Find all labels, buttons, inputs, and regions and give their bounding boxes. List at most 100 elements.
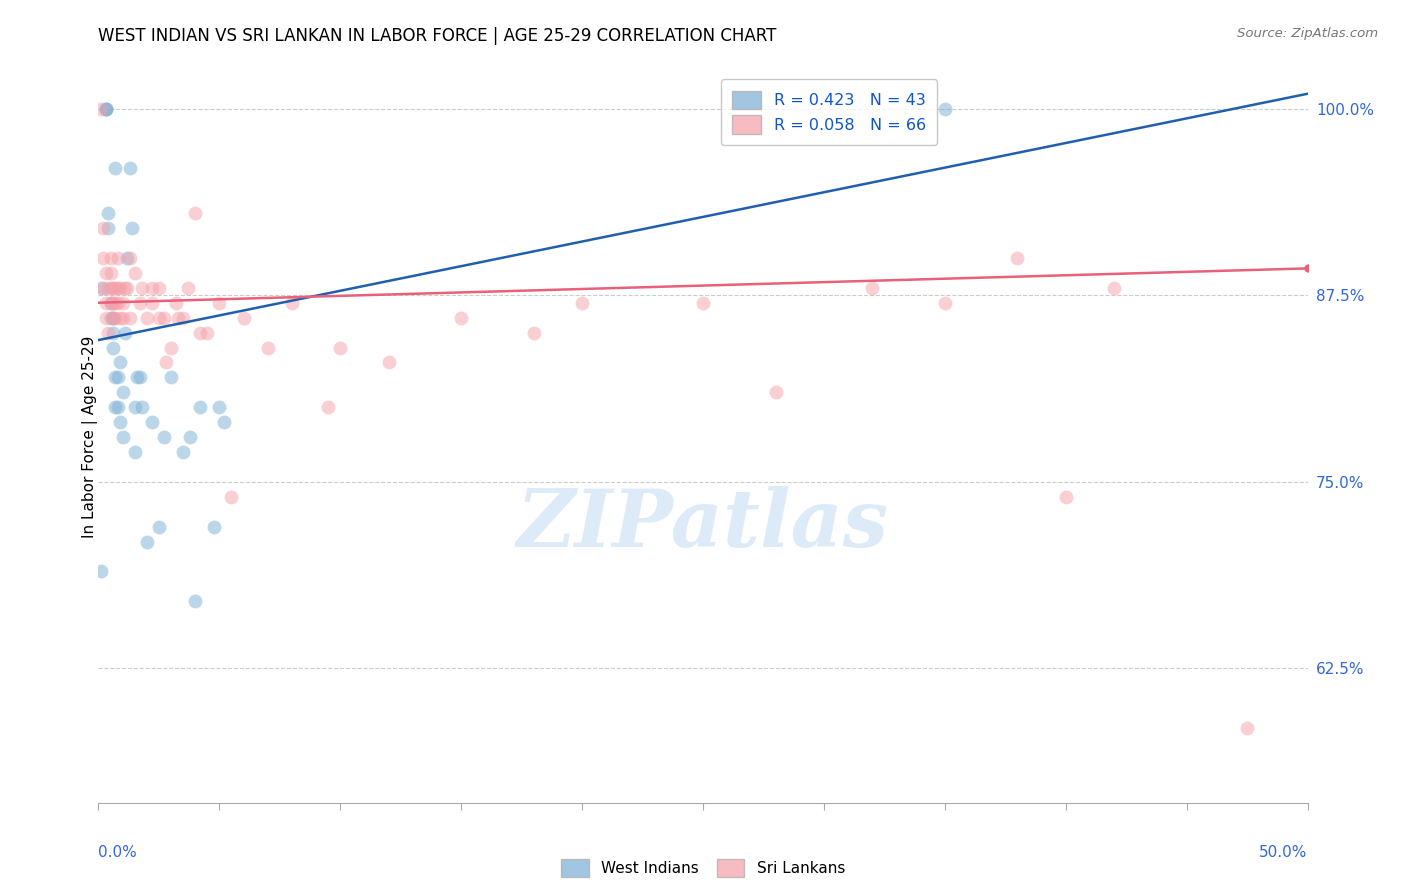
Point bbox=[148, 281, 170, 295]
Point bbox=[108, 415, 131, 429]
Point bbox=[135, 310, 157, 325]
Point bbox=[256, 341, 278, 355]
Point bbox=[141, 295, 163, 310]
Point bbox=[94, 102, 117, 116]
Y-axis label: In Labor Force | Age 25-29: In Labor Force | Age 25-29 bbox=[82, 336, 98, 538]
Point bbox=[188, 326, 211, 340]
Text: ZIPatlas: ZIPatlas bbox=[517, 486, 889, 564]
Text: Source: ZipAtlas.com: Source: ZipAtlas.com bbox=[1237, 27, 1378, 40]
Point bbox=[108, 355, 131, 369]
Point bbox=[124, 266, 146, 280]
Point bbox=[111, 430, 134, 444]
Point bbox=[179, 430, 201, 444]
Point bbox=[188, 401, 211, 415]
Point bbox=[232, 310, 254, 325]
Point bbox=[104, 295, 127, 310]
Point bbox=[152, 430, 174, 444]
Point bbox=[94, 266, 117, 280]
Point bbox=[523, 326, 546, 340]
Point bbox=[94, 102, 117, 116]
Point bbox=[90, 565, 112, 579]
Point bbox=[1236, 721, 1258, 735]
Point bbox=[97, 221, 120, 235]
Point bbox=[108, 310, 131, 325]
Point bbox=[111, 295, 134, 310]
Point bbox=[107, 401, 129, 415]
Point bbox=[934, 295, 956, 310]
Point bbox=[91, 221, 114, 235]
Point bbox=[100, 310, 122, 325]
Point bbox=[117, 281, 139, 295]
Point bbox=[107, 281, 129, 295]
Point bbox=[1102, 281, 1125, 295]
Point bbox=[97, 281, 120, 295]
Point bbox=[101, 310, 124, 325]
Point bbox=[195, 326, 218, 340]
Point bbox=[91, 251, 114, 265]
Point bbox=[692, 295, 714, 310]
Point bbox=[107, 295, 129, 310]
Point bbox=[128, 295, 150, 310]
Point bbox=[104, 281, 127, 295]
Point bbox=[94, 310, 117, 325]
Point bbox=[141, 415, 163, 429]
Point bbox=[128, 370, 150, 384]
Point bbox=[118, 161, 141, 176]
Point bbox=[135, 534, 157, 549]
Point bbox=[184, 206, 207, 220]
Point bbox=[160, 370, 183, 384]
Point bbox=[124, 445, 146, 459]
Legend: West Indians, Sri Lankans: West Indians, Sri Lankans bbox=[555, 853, 851, 883]
Text: WEST INDIAN VS SRI LANKAN IN LABOR FORCE | AGE 25-29 CORRELATION CHART: WEST INDIAN VS SRI LANKAN IN LABOR FORCE… bbox=[98, 27, 776, 45]
Point bbox=[131, 281, 153, 295]
Point bbox=[172, 310, 194, 325]
Point bbox=[101, 326, 124, 340]
Point bbox=[316, 401, 339, 415]
Point bbox=[208, 401, 231, 415]
Point bbox=[101, 341, 124, 355]
Point bbox=[152, 310, 174, 325]
Point bbox=[155, 355, 177, 369]
Text: 50.0%: 50.0% bbox=[1260, 845, 1308, 860]
Point bbox=[114, 281, 136, 295]
Point bbox=[204, 519, 226, 533]
Point bbox=[221, 490, 243, 504]
Point bbox=[127, 370, 149, 384]
Point bbox=[765, 385, 787, 400]
Point bbox=[91, 281, 114, 295]
Point bbox=[212, 415, 235, 429]
Point bbox=[107, 370, 129, 384]
Point bbox=[167, 310, 190, 325]
Point bbox=[377, 355, 399, 369]
Point bbox=[111, 310, 134, 325]
Point bbox=[121, 221, 143, 235]
Point bbox=[329, 341, 352, 355]
Point bbox=[111, 385, 134, 400]
Point bbox=[124, 401, 146, 415]
Point bbox=[107, 251, 129, 265]
Point bbox=[1007, 251, 1029, 265]
Point bbox=[104, 310, 127, 325]
Point bbox=[160, 341, 183, 355]
Point bbox=[108, 281, 131, 295]
Point bbox=[100, 295, 122, 310]
Point bbox=[104, 401, 127, 415]
Point bbox=[104, 161, 127, 176]
Point bbox=[90, 281, 112, 295]
Point bbox=[148, 310, 170, 325]
Point bbox=[97, 326, 120, 340]
Point bbox=[100, 295, 122, 310]
Point bbox=[141, 281, 163, 295]
Point bbox=[131, 401, 153, 415]
Point bbox=[165, 295, 187, 310]
Point bbox=[97, 206, 120, 220]
Point bbox=[100, 266, 122, 280]
Point bbox=[118, 310, 141, 325]
Point bbox=[571, 295, 593, 310]
Point bbox=[118, 251, 141, 265]
Text: 0.0%: 0.0% bbox=[98, 845, 138, 860]
Point bbox=[94, 295, 117, 310]
Point bbox=[117, 251, 139, 265]
Point bbox=[100, 251, 122, 265]
Point bbox=[208, 295, 231, 310]
